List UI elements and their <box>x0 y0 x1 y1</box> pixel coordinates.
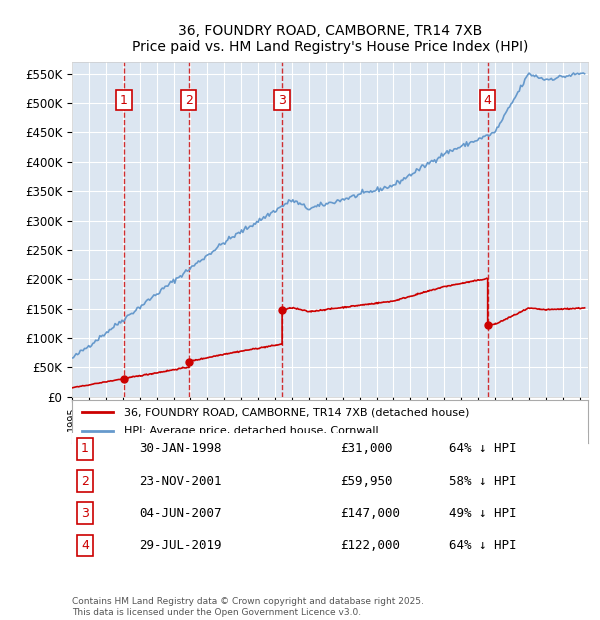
Text: 3: 3 <box>278 94 286 107</box>
Point <box>483 320 493 330</box>
Text: 64% ↓ HPI: 64% ↓ HPI <box>449 443 516 455</box>
Text: 3: 3 <box>81 507 89 520</box>
Text: 4: 4 <box>484 94 491 107</box>
Text: 58% ↓ HPI: 58% ↓ HPI <box>449 475 516 487</box>
Point <box>184 356 194 366</box>
Text: 23-NOV-2001: 23-NOV-2001 <box>139 475 221 487</box>
Text: £122,000: £122,000 <box>340 539 400 552</box>
Text: 2: 2 <box>185 94 193 107</box>
Point <box>119 374 129 384</box>
Text: 1: 1 <box>120 94 128 107</box>
Text: 1: 1 <box>81 443 89 455</box>
Text: 04-JUN-2007: 04-JUN-2007 <box>139 507 221 520</box>
Text: £31,000: £31,000 <box>340 443 393 455</box>
Text: HPI: Average price, detached house, Cornwall: HPI: Average price, detached house, Corn… <box>124 426 378 436</box>
Title: 36, FOUNDRY ROAD, CAMBORNE, TR14 7XB
Price paid vs. HM Land Registry's House Pri: 36, FOUNDRY ROAD, CAMBORNE, TR14 7XB Pri… <box>132 24 528 54</box>
Text: £59,950: £59,950 <box>340 475 393 487</box>
Text: £147,000: £147,000 <box>340 507 400 520</box>
Text: 49% ↓ HPI: 49% ↓ HPI <box>449 507 516 520</box>
Text: 30-JAN-1998: 30-JAN-1998 <box>139 443 221 455</box>
Point <box>277 306 287 316</box>
Text: 4: 4 <box>81 539 89 552</box>
Text: 36, FOUNDRY ROAD, CAMBORNE, TR14 7XB (detached house): 36, FOUNDRY ROAD, CAMBORNE, TR14 7XB (de… <box>124 407 469 417</box>
Text: 29-JUL-2019: 29-JUL-2019 <box>139 539 221 552</box>
Text: 2: 2 <box>81 475 89 487</box>
Text: Contains HM Land Registry data © Crown copyright and database right 2025.
This d: Contains HM Land Registry data © Crown c… <box>72 598 424 617</box>
Text: 64% ↓ HPI: 64% ↓ HPI <box>449 539 516 552</box>
